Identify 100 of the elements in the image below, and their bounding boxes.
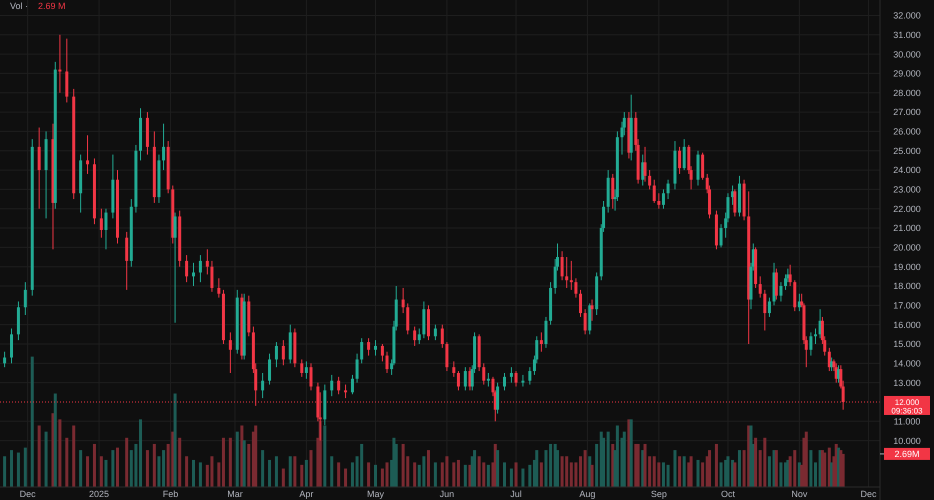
candlestick (809, 332, 812, 356)
bar (754, 438, 758, 487)
bar (823, 452, 826, 487)
candlestick (192, 262, 196, 287)
bar (804, 432, 808, 487)
bar (690, 456, 693, 487)
y-tick-label: 17.000 (893, 300, 921, 310)
bar (152, 444, 156, 487)
bar (288, 456, 292, 487)
bar (842, 454, 845, 487)
bar (788, 456, 792, 487)
candlestick (579, 289, 582, 318)
x-tick-label: 2025 (89, 489, 110, 500)
y-tick-label: 28.000 (893, 88, 921, 98)
bar (174, 394, 177, 487)
candlestick (666, 179, 670, 200)
ref-line-label: 12.000 (894, 398, 920, 407)
candlestick (100, 208, 103, 238)
bar (125, 438, 128, 487)
candlestick (10, 328, 14, 364)
candlestick (456, 370, 460, 391)
bar (166, 444, 170, 487)
candlestick (452, 360, 456, 378)
bar (510, 468, 513, 487)
candlestick (496, 382, 500, 414)
bar (630, 419, 633, 487)
text: 09:36:03 (891, 406, 924, 416)
x-tick-label: Nov (791, 489, 808, 500)
bar (374, 464, 377, 487)
bar (644, 444, 647, 487)
bar (720, 462, 723, 487)
x-tick-label: Oct (720, 489, 736, 500)
candlestick (758, 276, 762, 298)
bar (16, 452, 20, 487)
bar (636, 444, 640, 487)
bar (657, 462, 660, 487)
candlestick (300, 358, 304, 378)
bar (503, 462, 506, 487)
bar (426, 450, 430, 487)
candlestick (86, 134, 90, 174)
bar (100, 456, 103, 487)
bar (464, 464, 467, 487)
bar (210, 456, 214, 487)
y-tick-label: 13.000 (893, 378, 921, 388)
bar (72, 426, 76, 487)
bar (274, 456, 278, 487)
bar (242, 440, 246, 487)
candlestick (206, 248, 209, 275)
bar (185, 456, 188, 487)
candlestick (198, 254, 202, 283)
candlestick (648, 170, 652, 190)
y-tick-label: 22.000 (893, 204, 921, 214)
candlestick (682, 138, 686, 171)
bar (434, 462, 437, 487)
bar (38, 426, 41, 487)
candlestick (574, 278, 578, 298)
candlestick (768, 297, 771, 318)
candlestick (779, 282, 782, 302)
candlestick (514, 370, 518, 388)
candlestick (402, 287, 405, 314)
x-tick-label: Dec (860, 489, 877, 500)
y-tick-label: 11.000 (894, 416, 920, 426)
y2-tick-label: 2.69M (894, 449, 920, 460)
y-tick-label: 19.000 (893, 262, 921, 272)
candlestick (360, 338, 364, 364)
x-tick-label: Jun (440, 489, 454, 500)
candlestick (268, 353, 272, 386)
bar (622, 432, 626, 487)
bar (595, 444, 598, 487)
candlestick (24, 282, 27, 316)
candlestick (374, 340, 377, 356)
candlestick (482, 362, 486, 386)
bar (514, 462, 518, 487)
bar (590, 464, 594, 487)
bar (473, 450, 476, 487)
candlestick (274, 342, 278, 368)
bar (779, 462, 782, 487)
bar (268, 460, 272, 487)
candlestick (418, 328, 421, 344)
candlestick (445, 342, 448, 372)
candlestick (367, 338, 370, 356)
candlestick (662, 188, 665, 210)
bar (337, 462, 340, 487)
candlestick (217, 278, 220, 298)
candlestick (386, 351, 389, 374)
bar (496, 450, 500, 487)
bar (58, 419, 62, 487)
candlestick (590, 299, 594, 322)
bar (738, 450, 741, 487)
candlestick (763, 289, 766, 331)
x-tick-label: Mar (227, 489, 243, 500)
candlestick (125, 231, 128, 290)
y-tick-label: 23.000 (893, 184, 921, 195)
candlestick (544, 316, 548, 348)
bar (413, 462, 416, 487)
x-tick-label: Dec (20, 489, 36, 500)
x-tick-label: Apr (299, 489, 314, 500)
candlestick (788, 264, 792, 287)
candlestick (406, 302, 410, 335)
candlestick (657, 192, 660, 210)
